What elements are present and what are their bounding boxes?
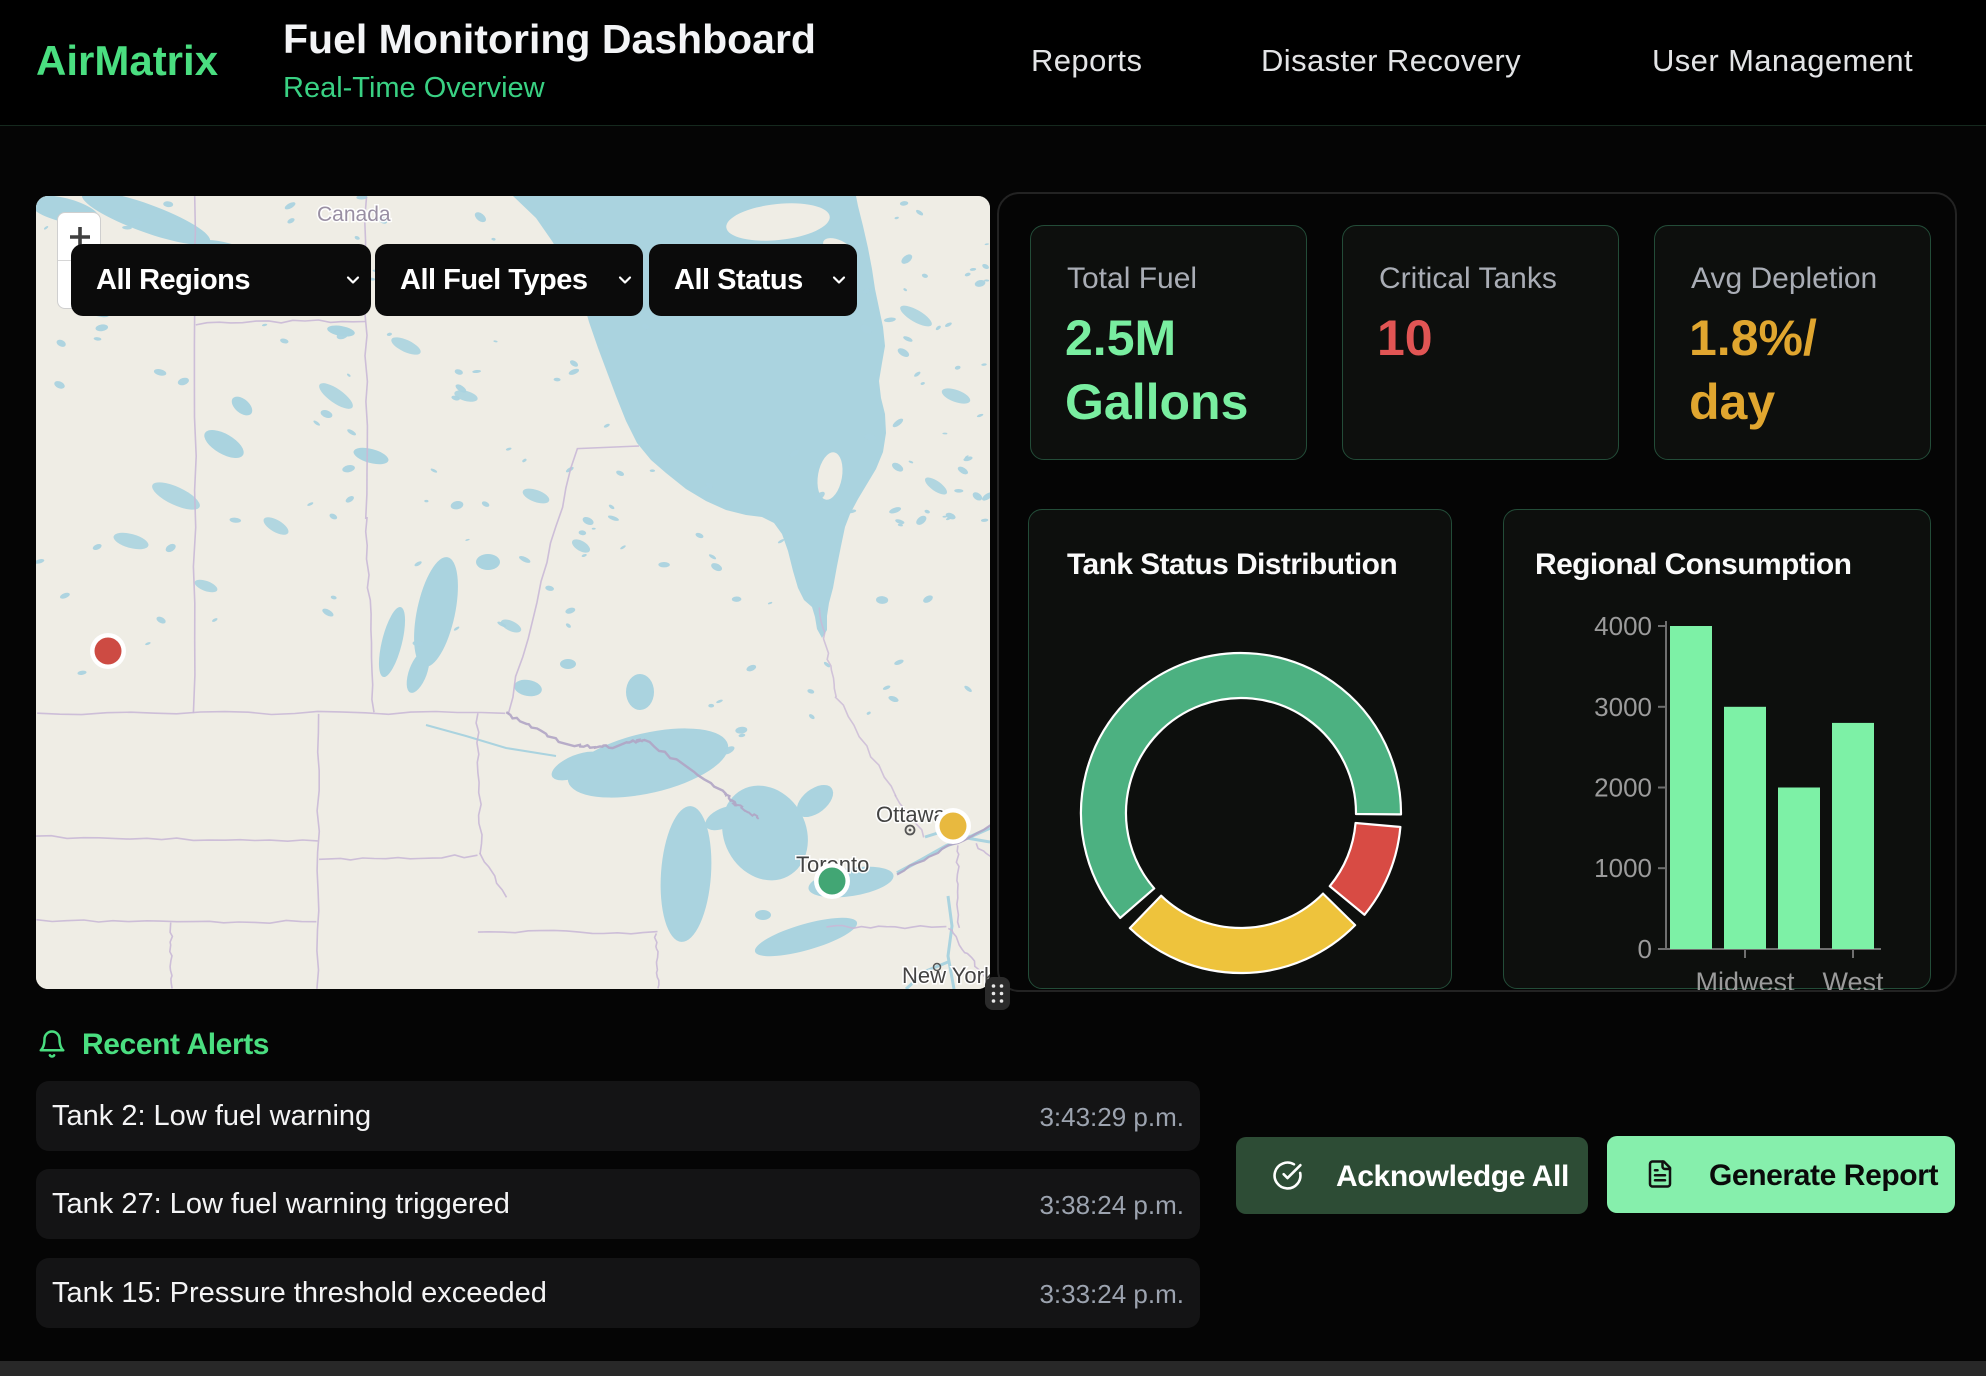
svg-text:Midwest: Midwest xyxy=(1695,967,1795,990)
svg-text:2000: 2000 xyxy=(1594,773,1652,803)
svg-text:1000: 1000 xyxy=(1594,853,1652,883)
svg-text:3000: 3000 xyxy=(1594,692,1652,722)
svg-text:Canada: Canada xyxy=(317,203,391,226)
svg-text:New York: New York xyxy=(902,963,990,988)
svg-text:0: 0 xyxy=(1638,934,1652,964)
svg-text:4000: 4000 xyxy=(1594,611,1652,641)
svg-text:West: West xyxy=(1822,967,1884,990)
